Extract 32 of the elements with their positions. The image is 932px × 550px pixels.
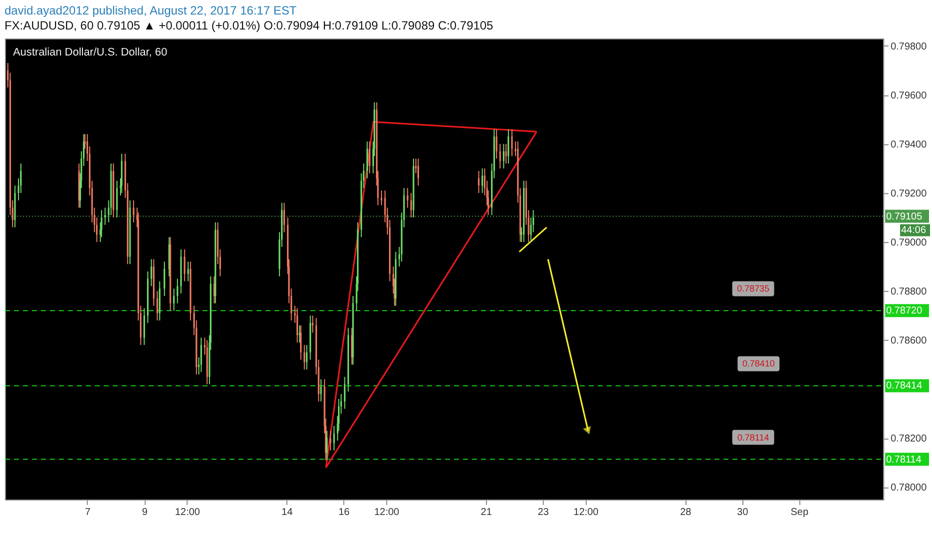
x-tick-label: 16 [338, 506, 350, 518]
y-tick-label: 0.78600 [890, 336, 928, 347]
x-tick-label: 7 [85, 506, 92, 518]
x-tick-label: 23 [538, 506, 550, 518]
ref-line-label: 0.78720 [886, 306, 923, 317]
x-tick-label: 12:00 [174, 506, 200, 518]
x-tick-label: 14 [282, 506, 294, 518]
y-tick-label: 0.79600 [890, 90, 928, 102]
text: 44:06 [901, 225, 926, 236]
y-tick-label: 0.78000 [890, 482, 928, 494]
x-tick-label: 12:00 [574, 506, 599, 518]
annotation: 0.78114 [737, 432, 770, 442]
y-tick-label: 0.79000 [890, 238, 928, 248]
x-tick-label: 28 [680, 506, 692, 518]
y-tick-label: 0.79200 [890, 188, 928, 200]
text: david.ayad2012 published, August 22, 2017 16:17 EST [4, 4, 298, 18]
ref-line-label: 0.79105 [886, 211, 923, 222]
text: Australian Dollar/U.S. Dollar, 60 [12, 46, 168, 58]
y-tick-label: 0.79800 [890, 41, 928, 52]
ref-line-label: 0.78414 [886, 380, 923, 392]
annotation: 0.78735 [736, 284, 770, 294]
y-tick-label: 0.78800 [890, 286, 928, 298]
ref-line-label: 0.78114 [886, 454, 922, 466]
y-tick-label: 0.78200 [890, 434, 928, 445]
x-tick-label: Sep [790, 506, 809, 518]
annotation: 0.78410 [742, 358, 775, 369]
x-tick-label: 12:00 [374, 506, 400, 518]
x-tick-label: 9 [142, 506, 148, 518]
text: FX:AUDUSD, 60 0.79105 ▲ +0.00011 (+0.01%) O:0.79094 H:0.79109 L:0.79089 C:0.79105 [4, 18, 494, 32]
x-tick-label: 30 [737, 506, 749, 518]
y-tick-label: 0.79400 [890, 139, 928, 150]
x-tick-label: 21 [480, 506, 492, 518]
